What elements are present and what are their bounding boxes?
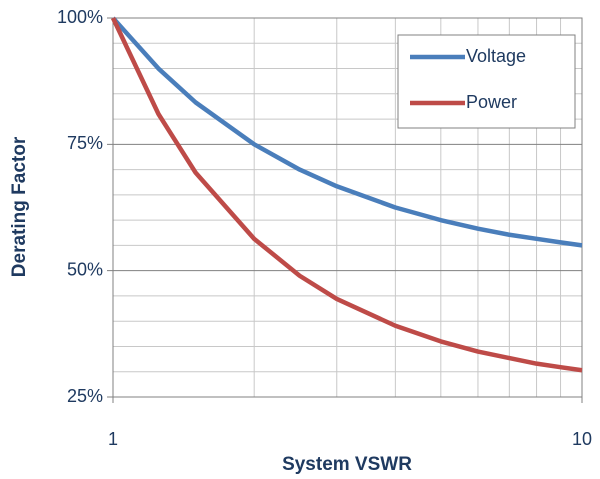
legend-box	[397, 34, 576, 129]
x-axis-title: System VSWR	[282, 454, 412, 475]
series-line	[110, 17, 583, 373]
y-tick-label: 75%	[67, 133, 103, 153]
series-line	[111, 16, 583, 248]
y-tick-label: 100%	[57, 7, 103, 27]
y-tick-label: 50%	[67, 259, 103, 279]
x-tick-label: 1	[108, 429, 118, 449]
y-axis-title: Derating Factor	[9, 136, 30, 277]
legend-label: Power	[466, 92, 517, 112]
y-tick-label: 25%	[67, 386, 103, 406]
plot-border	[112, 17, 583, 398]
legend-label: Voltage	[466, 46, 526, 66]
x-tick-label: 10	[572, 429, 592, 449]
